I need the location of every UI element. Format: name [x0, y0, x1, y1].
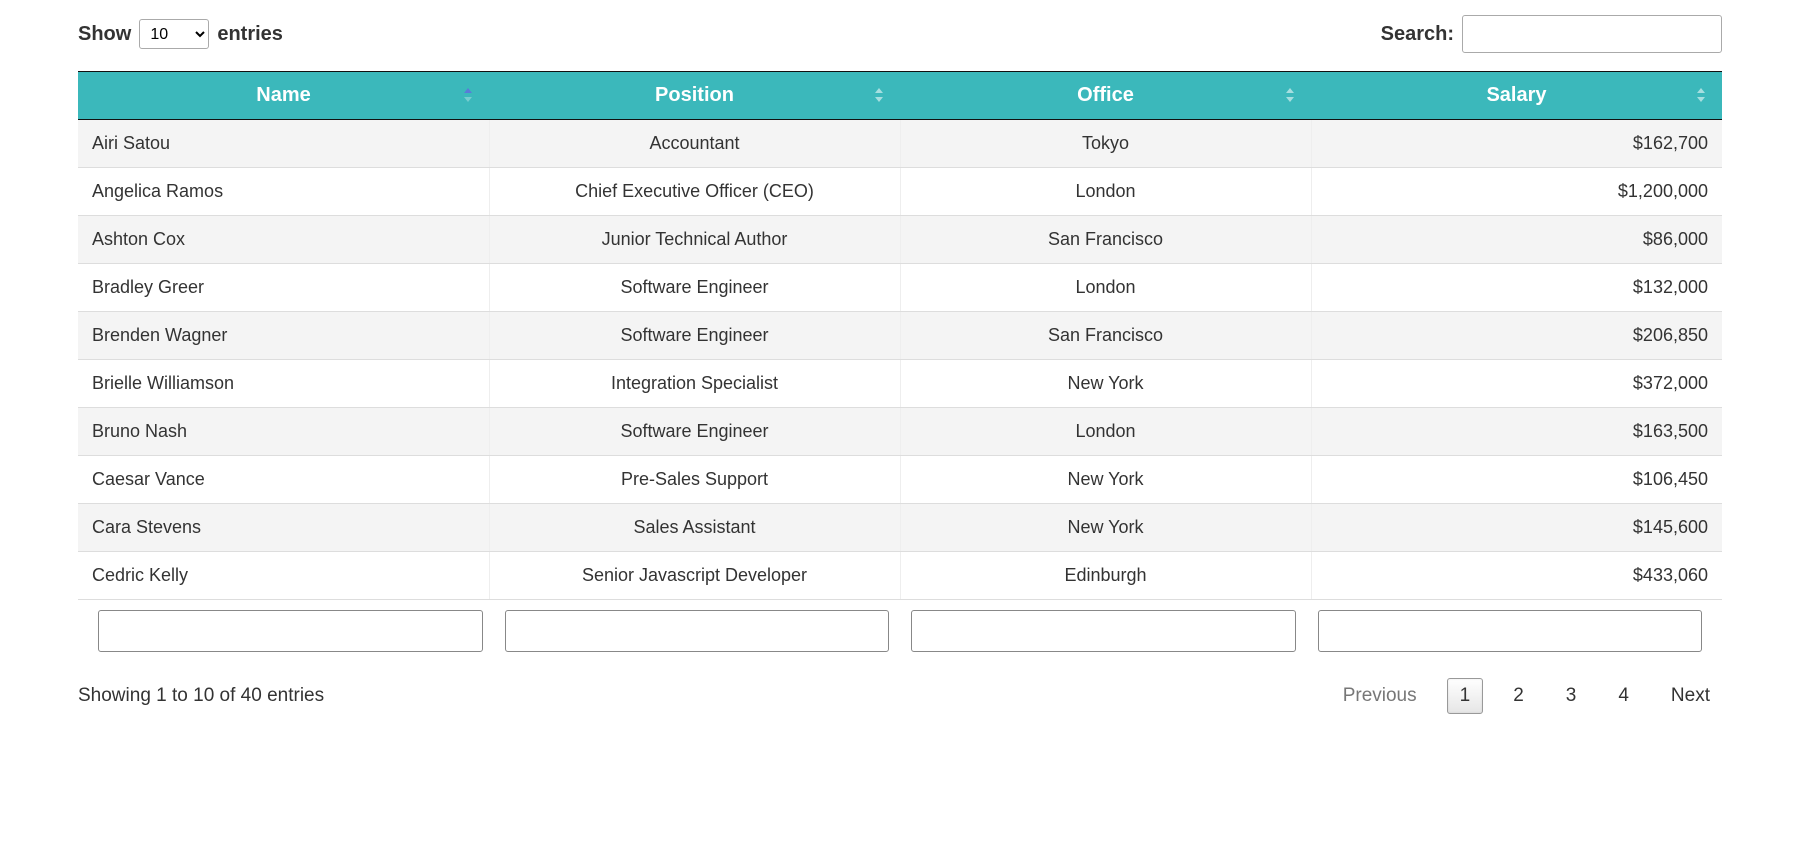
table-cell: Caesar Vance	[78, 456, 489, 504]
table-controls: Show 102550100 entries Search:	[78, 15, 1722, 53]
table-cell: Bruno Nash	[78, 408, 489, 456]
table-row[interactable]: Caesar VancePre-Sales SupportNew York$10…	[78, 456, 1722, 504]
table-cell: $1,200,000	[1311, 168, 1722, 216]
column-header-label: Office	[1077, 84, 1134, 106]
table-row[interactable]: Brenden WagnerSoftware EngineerSan Franc…	[78, 312, 1722, 360]
table-row[interactable]: Bradley GreerSoftware EngineerLondon$132…	[78, 264, 1722, 312]
column-header-name[interactable]: Name	[78, 72, 489, 120]
column-header-label: Position	[655, 84, 734, 106]
pagination-previous: Previous	[1331, 679, 1429, 713]
column-filter-input[interactable]	[1318, 610, 1703, 652]
column-header-office[interactable]: Office	[900, 72, 1311, 120]
sort-icon	[874, 88, 886, 104]
table-cell: Software Engineer	[489, 408, 900, 456]
table-cell: $145,600	[1311, 504, 1722, 552]
table-cell: Cara Stevens	[78, 504, 489, 552]
column-filter-input[interactable]	[98, 610, 483, 652]
table-cell: Software Engineer	[489, 312, 900, 360]
table-cell: Ashton Cox	[78, 216, 489, 264]
column-header-position[interactable]: Position	[489, 72, 900, 120]
search-input[interactable]	[1462, 15, 1722, 53]
table-cell: Cedric Kelly	[78, 552, 489, 600]
table-cell: Software Engineer	[489, 264, 900, 312]
pagination-page[interactable]: 3	[1554, 679, 1589, 713]
table-row[interactable]: Cedric KellySenior Javascript DeveloperE…	[78, 552, 1722, 600]
table-footer: Showing 1 to 10 of 40 entries Previous 12…	[78, 678, 1722, 714]
column-filter-row	[78, 610, 1722, 652]
table-row[interactable]: Airi SatouAccountantTokyo$162,700	[78, 120, 1722, 168]
table-row[interactable]: Brielle WilliamsonIntegration Specialist…	[78, 360, 1722, 408]
table-cell: Brenden Wagner	[78, 312, 489, 360]
table-cell: Tokyo	[900, 120, 1311, 168]
table-cell: Integration Specialist	[489, 360, 900, 408]
pagination-page[interactable]: 4	[1606, 679, 1641, 713]
table-cell: Sales Assistant	[489, 504, 900, 552]
table-cell: $433,060	[1311, 552, 1722, 600]
table-cell: Angelica Ramos	[78, 168, 489, 216]
table-cell: London	[900, 264, 1311, 312]
table-cell: $106,450	[1311, 456, 1722, 504]
table-cell: $163,500	[1311, 408, 1722, 456]
table-cell: $206,850	[1311, 312, 1722, 360]
table-cell: London	[900, 168, 1311, 216]
pagination-page[interactable]: 2	[1501, 679, 1536, 713]
table-cell: Accountant	[489, 120, 900, 168]
sort-asc-icon	[463, 88, 475, 104]
pagination: Previous 1234 Next	[1331, 678, 1722, 714]
table-row[interactable]: Angelica RamosChief Executive Officer (C…	[78, 168, 1722, 216]
search-label: Search:	[1381, 23, 1454, 46]
table-cell: New York	[900, 360, 1311, 408]
table-row[interactable]: Ashton CoxJunior Technical AuthorSan Fra…	[78, 216, 1722, 264]
table-cell: Junior Technical Author	[489, 216, 900, 264]
table-cell: San Francisco	[900, 312, 1311, 360]
table-cell: $162,700	[1311, 120, 1722, 168]
show-label-prefix: Show	[78, 23, 131, 46]
search-control: Search:	[1381, 15, 1722, 53]
column-filter-input[interactable]	[911, 610, 1296, 652]
page-length-select[interactable]: 102550100	[139, 19, 209, 49]
show-label-suffix: entries	[217, 23, 283, 46]
table-cell: Senior Javascript Developer	[489, 552, 900, 600]
table-cell: Brielle Williamson	[78, 360, 489, 408]
pagination-next[interactable]: Next	[1659, 679, 1722, 713]
column-header-salary[interactable]: Salary	[1311, 72, 1722, 120]
page-length-control: Show 102550100 entries	[78, 19, 283, 49]
table-header-row: Name Position Office Salary	[78, 72, 1722, 120]
table-cell: Bradley Greer	[78, 264, 489, 312]
table-cell: New York	[900, 504, 1311, 552]
table-cell: $86,000	[1311, 216, 1722, 264]
table-cell: New York	[900, 456, 1311, 504]
pagination-page[interactable]: 1	[1447, 678, 1484, 714]
table-cell: $372,000	[1311, 360, 1722, 408]
column-header-label: Name	[256, 84, 310, 106]
table-cell: $132,000	[1311, 264, 1722, 312]
column-header-label: Salary	[1486, 84, 1546, 106]
table-cell: London	[900, 408, 1311, 456]
table-cell: Edinburgh	[900, 552, 1311, 600]
data-table: Name Position Office Salary Airi SatouAccou…	[78, 71, 1722, 600]
table-row[interactable]: Cara StevensSales AssistantNew York$145,…	[78, 504, 1722, 552]
table-row[interactable]: Bruno NashSoftware EngineerLondon$163,50…	[78, 408, 1722, 456]
sort-icon	[1696, 88, 1708, 104]
table-cell: Airi Satou	[78, 120, 489, 168]
sort-icon	[1285, 88, 1297, 104]
table-cell: Chief Executive Officer (CEO)	[489, 168, 900, 216]
column-filter-input[interactable]	[505, 610, 890, 652]
table-info: Showing 1 to 10 of 40 entries	[78, 685, 324, 707]
table-cell: San Francisco	[900, 216, 1311, 264]
table-cell: Pre-Sales Support	[489, 456, 900, 504]
